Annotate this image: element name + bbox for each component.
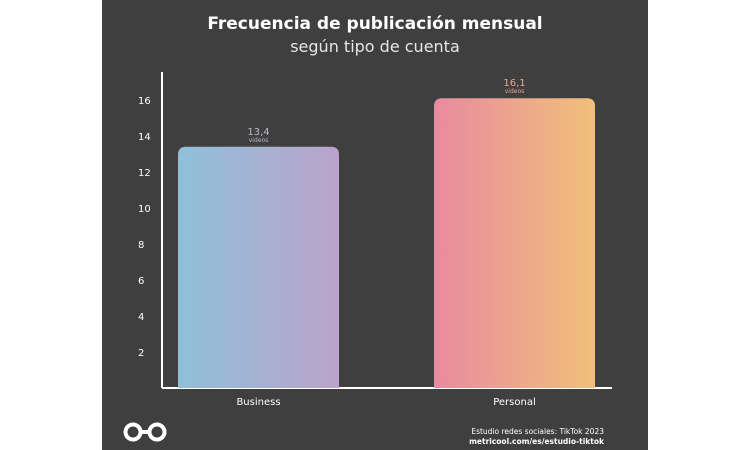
y-tick-label: 8 [138, 240, 144, 251]
chart-subtitle: según tipo de cuenta [290, 37, 460, 56]
y-tick-label: 14 [138, 132, 151, 143]
bar-business [178, 146, 339, 388]
unit-label-personal: videos [505, 88, 525, 95]
y-tick-label: 4 [138, 312, 144, 323]
unit-label-business: videos [249, 137, 269, 144]
metricool-logo-icon [123, 422, 167, 442]
y-tick-label: 12 [138, 168, 151, 179]
y-tick-label: 16 [138, 96, 151, 107]
value-label-business: 13,4 [247, 127, 269, 138]
bar-personal [434, 98, 595, 388]
y-tick-label: 6 [138, 276, 144, 287]
y-tick-label: 2 [138, 348, 144, 359]
y-tick-label: 10 [138, 204, 151, 215]
source-title: Estudio redes sociales: TikTok 2023 [471, 427, 604, 436]
value-label-personal: 16,1 [503, 78, 525, 89]
category-label-business: Business [236, 397, 280, 408]
source-url[interactable]: metricool.com/es/estudio-tiktok [469, 437, 604, 446]
category-label-personal: Personal [493, 397, 536, 408]
chart-title: Frecuencia de publicación mensual [207, 14, 543, 34]
source-note: Estudio redes sociales: TikTok 2023 metr… [469, 427, 604, 447]
